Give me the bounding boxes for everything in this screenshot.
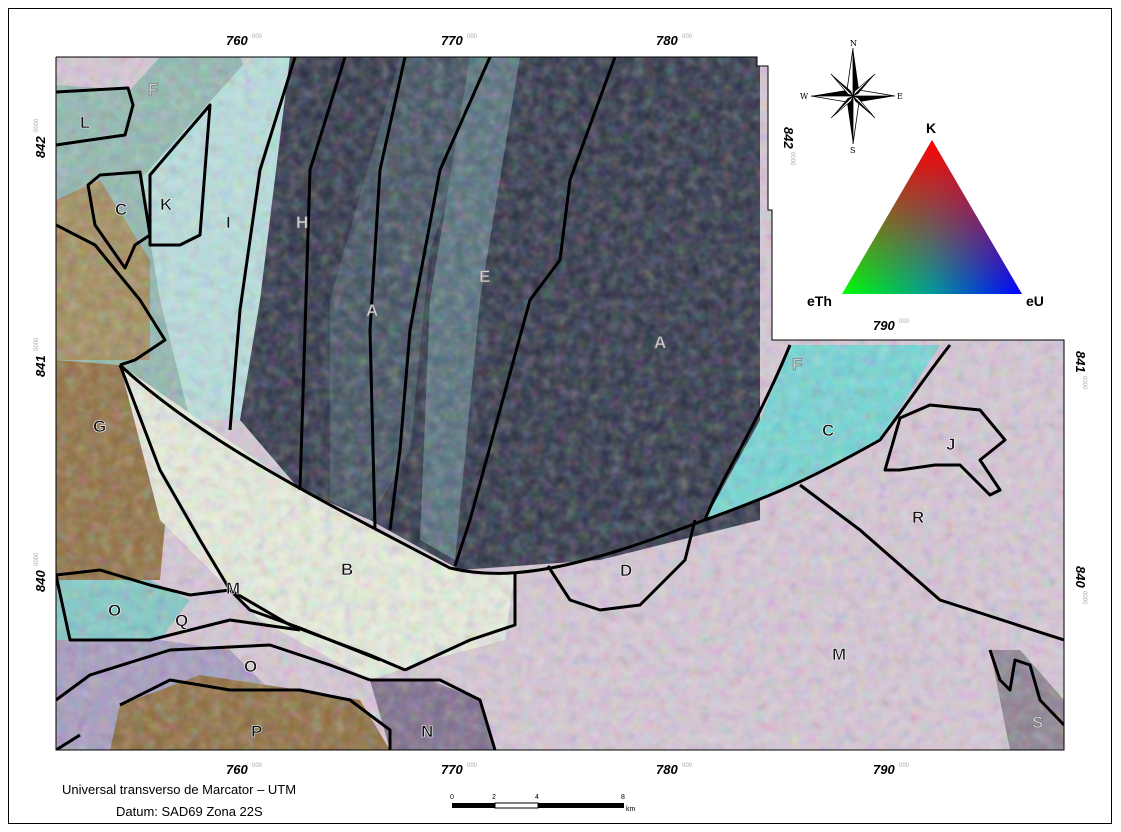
unit-label-S: S <box>1032 713 1043 732</box>
ternary-triangle <box>842 140 1022 294</box>
x-tick-top-sup: 000 <box>467 34 478 40</box>
unit-label-J: J <box>946 435 955 454</box>
scale-bar-segment <box>538 803 624 808</box>
unit-label-P: P <box>251 722 262 741</box>
compass-s: S <box>850 146 855 155</box>
datum-label: Datum: SAD69 Zona 22S <box>116 804 263 819</box>
scale-bar-segment <box>452 803 495 808</box>
x-tick-top: 790 <box>873 318 895 333</box>
unit-label-M: M <box>832 645 846 664</box>
unit-labels: L F C K I H A E A G F C J R D B M O Q O … <box>80 80 1044 742</box>
unit-label-L: L <box>80 113 90 132</box>
y-tick-right: 841 <box>1073 351 1088 373</box>
unit-label-O: O <box>108 601 121 620</box>
x-tick-bottom-sup: 000 <box>682 763 693 769</box>
y-tick-left-sup: 0000 <box>34 337 40 351</box>
y-tick-left: 842 <box>33 136 48 158</box>
unit-label-A: A <box>366 301 378 320</box>
unit-label-D: D <box>620 561 632 580</box>
x-tick-top-sup: 000 <box>899 319 910 325</box>
y-tick-right-sup: 0000 <box>1081 376 1087 390</box>
y-tick-left: 840 <box>33 570 48 592</box>
x-tick-bottom-sup: 000 <box>467 763 478 769</box>
y-tick-left-sup: 0000 <box>34 118 40 132</box>
y-tick-right: 842 <box>781 127 796 149</box>
x-tick-top-sup: 000 <box>252 34 263 40</box>
scale-bar-unit: km <box>626 806 636 813</box>
projection-label: Universal transverso de Marcator – UTM <box>62 782 297 797</box>
compass-star-icon <box>810 47 896 145</box>
compass-rose: N S E W <box>800 39 903 155</box>
unit-label-C: C <box>822 421 834 440</box>
unit-label-G: G <box>93 417 106 436</box>
y-tick-right-sup: 0000 <box>789 152 795 166</box>
unit-label-I: I <box>226 213 231 232</box>
y-axis-left: 842 0000 841 0000 840 0000 <box>33 118 48 592</box>
unit-label-R: R <box>912 508 924 527</box>
unit-label-B: B <box>341 560 353 579</box>
x-tick-bottom: 770 <box>441 762 463 777</box>
x-axis-top: 760 000 770 000 780 000 790 000 <box>226 33 910 333</box>
compass-w: W <box>800 92 809 101</box>
compass-n: N <box>850 39 857 48</box>
map-image <box>56 57 1064 750</box>
ternary-label-eu: eU <box>1026 293 1044 309</box>
unit-label-Q: Q <box>175 611 188 630</box>
scale-bar-segment <box>494 802 539 809</box>
unit-label-H: H <box>296 213 308 232</box>
y-tick-right: 840 <box>1073 566 1088 588</box>
x-tick-bottom: 790 <box>873 762 895 777</box>
y-tick-right-sup: 0000 <box>1081 591 1087 605</box>
scale-bar: 0 2 4 8 km <box>450 794 636 813</box>
unit-label-M: M <box>226 579 240 598</box>
x-tick-top: 780 <box>656 33 678 48</box>
x-tick-bottom: 760 <box>226 762 248 777</box>
x-tick-top: 770 <box>441 33 463 48</box>
unit-label-N: N <box>421 722 433 741</box>
unit-label-E: E <box>479 267 490 286</box>
y-tick-left-sup: 0000 <box>34 552 40 566</box>
unit-label-K: K <box>160 195 173 214</box>
unit-label-O: O <box>244 657 257 676</box>
x-axis-bottom: 760 000 770 000 780 000 790 000 <box>226 762 910 777</box>
x-tick-bottom-sup: 000 <box>252 763 263 769</box>
scale-bar-label: 2 <box>492 794 496 801</box>
y-tick-left: 841 <box>33 355 48 377</box>
unit-label-C: C <box>115 200 127 219</box>
compass-e: E <box>897 92 903 101</box>
map-border <box>55 56 1065 751</box>
ternary-label-k: K <box>926 120 936 136</box>
unit-label-F: F <box>148 80 158 99</box>
y-axis-right: 842 0000 841 0000 840 0000 <box>781 127 1088 605</box>
scale-bar-label: 8 <box>621 794 625 801</box>
x-tick-bottom: 780 <box>656 762 678 777</box>
ternary-label-eth: eTh <box>807 293 832 309</box>
x-tick-top: 760 <box>226 33 248 48</box>
scale-bar-label: 0 <box>450 794 454 801</box>
x-tick-top-sup: 000 <box>682 34 693 40</box>
x-tick-bottom-sup: 000 <box>899 763 910 769</box>
ternary-legend: K eTh eU <box>807 120 1044 309</box>
scale-bar-label: 4 <box>535 794 539 801</box>
unit-boundaries <box>56 57 1064 750</box>
unit-label-F: F <box>792 355 802 374</box>
unit-label-A: A <box>654 333 666 352</box>
